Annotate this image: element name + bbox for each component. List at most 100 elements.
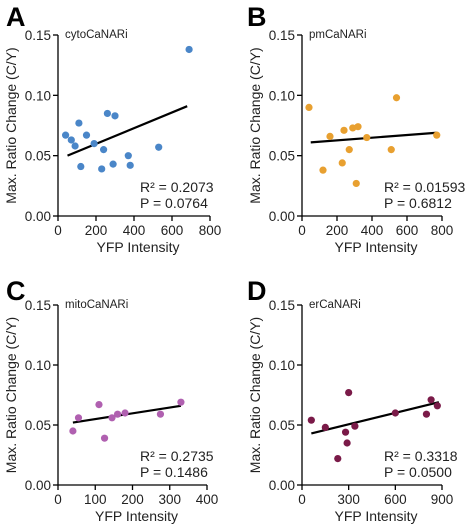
panel-c-r-squared: R² = 0.2735 [140, 448, 214, 464]
panel-b-data-point [352, 179, 360, 188]
panel-b-y-tick-label: 0.00 [269, 209, 295, 224]
panel-a-x-tick-label: 200 [85, 223, 108, 238]
panel-d-data-point [422, 410, 431, 418]
panel-c-p-value: P = 0.1486 [140, 464, 208, 480]
panel-d-p-value: P = 0.0500 [384, 464, 452, 480]
panel-c-data-point [69, 427, 77, 435]
panel-b-x-axis-label: YFP Intensity [334, 239, 417, 255]
panel-b-x-tick-label: 400 [361, 223, 384, 238]
panel-c-data-point [108, 414, 116, 422]
panel-d-data-point [351, 422, 359, 430]
panel-a-data-point [100, 146, 108, 154]
panel-c-x-tick-label: 100 [84, 492, 107, 507]
panel-c-data-point [121, 409, 129, 417]
panel-a-y-tick-label: 0.10 [25, 88, 51, 103]
panel-a-x-tick-label: 400 [123, 223, 146, 238]
panel-d-data-point [341, 428, 350, 436]
panel-d-x-tick-label: 900 [431, 492, 454, 507]
panel-a-y-tick-label: 0.15 [25, 28, 51, 43]
panel-d-data-point [427, 396, 435, 404]
panel-b-y-tick-label: 0.05 [269, 149, 295, 164]
panel-a-r-squared: R² = 0.2073 [140, 179, 214, 195]
panel-a-title: cytoCaNARi [65, 29, 128, 41]
panel-d-letter: D [247, 276, 267, 306]
panel-d-data-point [391, 409, 399, 417]
panel-b-data-point [319, 166, 327, 174]
panel-d-data-point [307, 416, 315, 424]
panel-a-data-point [71, 142, 79, 150]
panel-a-data-point [111, 112, 119, 120]
panel-c-y-tick-label: 0.00 [25, 478, 51, 493]
panel-c-x-axis-label: YFP Intensity [95, 508, 178, 524]
panel-b-y-axis-label: Max. Ratio Change (C/Y) [247, 47, 263, 203]
panel-b-y-tick-label: 0.15 [269, 28, 295, 43]
panel-b-data-point [305, 103, 313, 111]
panel-c-x-tick-label: 200 [121, 492, 144, 507]
panel-d-x-axis-label: YFP Intensity [334, 508, 417, 524]
panel-d-y-tick-label: 0.05 [269, 418, 295, 433]
panel-d-y-axis-label: Max. Ratio Change (C/Y) [247, 317, 263, 473]
panel-b-data-point [433, 131, 441, 139]
panel-c-y-axis-label: Max. Ratio Change (C/Y) [3, 317, 19, 473]
panel-b-r-squared: R² = 0.01593 [384, 179, 466, 195]
panel-b-data-point [387, 146, 395, 154]
panel-d-y-tick-label: 0.00 [269, 478, 295, 493]
panel-c-y-tick-label: 0.05 [25, 418, 51, 433]
panel-d-fit-line [311, 401, 440, 435]
panel-d-x-tick-label: 600 [384, 492, 407, 507]
panel-a-data-point [185, 45, 193, 54]
panel-a-data-point [67, 136, 75, 144]
panel-a-data-point [98, 165, 106, 173]
panel-a-fit-line [67, 105, 188, 157]
panel-a-y-tick-label: 0.00 [25, 209, 51, 224]
panel-b-fit-line [310, 131, 437, 144]
panel-a-data-point [77, 162, 85, 171]
panel-c-data-point [114, 410, 122, 418]
panel-c-x-tick-label: 300 [158, 492, 181, 507]
panel-a-data-point [62, 131, 70, 139]
panel-b-letter: B [247, 2, 267, 32]
panel-b-data-point [392, 94, 401, 102]
panel-d-x-tick-label: 0 [298, 492, 306, 507]
panel-b-data-point [354, 123, 362, 131]
panel-c-data-point [74, 414, 83, 422]
panel-a-p-value: P = 0.0764 [140, 195, 208, 211]
panel-a-y-tick-label: 0.05 [25, 149, 51, 164]
panel-d-data-point [334, 455, 342, 463]
panel-c-y-tick-label: 0.15 [25, 298, 51, 313]
panel-b-data-point [326, 132, 334, 140]
panel-d-x-tick-label: 300 [337, 492, 360, 507]
panel-d-title: erCaNARi [309, 299, 361, 311]
panel-d-data-point [433, 402, 441, 410]
panel-a-data-point [90, 140, 98, 148]
panel-c-letter: C [6, 276, 26, 306]
panel-c-data-point [100, 434, 109, 442]
panel-c-data-point [95, 401, 103, 409]
panel-a-data-point [126, 161, 134, 169]
panel-a-data-point [109, 160, 117, 168]
panel-b-x-tick-label: 0 [298, 223, 306, 238]
panel-b-data-point [340, 126, 348, 134]
panel-c-x-tick-label: 0 [54, 492, 62, 507]
panel-b-y-tick-label: 0.10 [269, 88, 295, 103]
panel-b-data-point [363, 133, 371, 142]
panel-b-data-point [338, 159, 346, 167]
panel-a-x-tick-label: 0 [54, 223, 62, 238]
panel-d-data-point [345, 389, 353, 397]
panel-c-y-tick-label: 0.10 [25, 358, 51, 373]
panel-d-data-point [321, 423, 329, 431]
panel-d-r-squared: R² = 0.3318 [384, 448, 458, 464]
panel-c-x-tick-label: 400 [196, 492, 219, 507]
panel-a-data-point [82, 131, 91, 139]
panel-c-title: mitoCaNARi [65, 299, 128, 311]
panel-c-data-point [156, 410, 165, 418]
panel-a-x-tick-label: 600 [161, 223, 184, 238]
panel-a-x-tick-label: 800 [199, 223, 222, 238]
panel-a-data-point [75, 119, 83, 127]
panel-a-data-point [103, 109, 111, 118]
panel-b-data-point [345, 146, 353, 154]
panel-b-x-tick-label: 800 [431, 223, 454, 238]
panel-a-data-point [124, 152, 132, 160]
panel-b-x-tick-label: 600 [396, 223, 419, 238]
panel-a-data-point [155, 143, 163, 151]
